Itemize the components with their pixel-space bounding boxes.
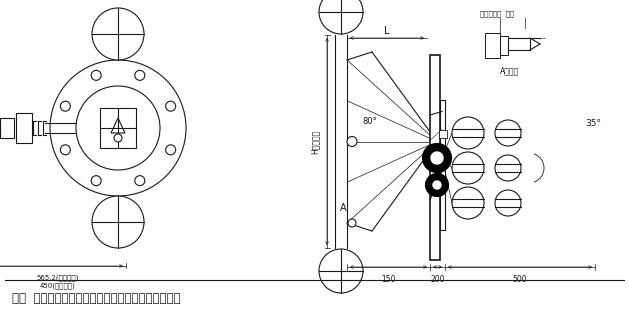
Circle shape [452,152,484,184]
Circle shape [452,187,484,219]
Circle shape [165,145,175,155]
Bar [430,55,440,260]
Text: 200: 200 [430,275,445,284]
Circle shape [50,60,186,196]
Circle shape [495,120,521,146]
Circle shape [135,176,145,186]
Circle shape [348,219,356,227]
Circle shape [165,101,175,111]
Text: L: L [384,26,390,36]
Circle shape [427,175,447,195]
Circle shape [495,155,521,181]
Circle shape [92,8,144,60]
Circle shape [91,70,101,80]
Text: 35°: 35° [585,118,601,127]
Text: A: A [340,203,347,213]
Circle shape [114,134,122,142]
Text: 500: 500 [513,275,527,284]
Circle shape [91,176,101,186]
Circle shape [60,101,70,111]
Text: A部放大: A部放大 [501,66,520,75]
Circle shape [424,145,450,171]
Circle shape [347,137,357,146]
Bar [16,113,32,143]
Text: 150: 150 [381,275,396,284]
Circle shape [76,86,160,170]
Circle shape [431,152,443,164]
Circle shape [92,196,144,248]
Text: 565.2(带基角片): 565.2(带基角片) [37,274,79,281]
Circle shape [452,117,484,149]
Text: 滑行导杆套  端径: 滑行导杆套 端径 [480,10,515,17]
Bar [500,36,508,55]
Bar [0,118,14,138]
Circle shape [319,0,363,34]
Text: 450(无基角片): 450(无基角片) [40,282,76,289]
Bar [439,130,447,138]
Circle shape [60,145,70,155]
Circle shape [135,70,145,80]
Circle shape [319,249,363,293]
Bar [100,108,136,148]
Text: 80°: 80° [362,117,377,126]
Text: 图二  大转角型电动浮球液位变送器结构及安装尺寸图: 图二 大转角型电动浮球液位变送器结构及安装尺寸图 [12,291,181,304]
Bar [485,33,500,58]
Circle shape [433,181,441,189]
Text: H（量程）: H（量程） [311,129,320,154]
Bar [440,100,445,230]
Circle shape [495,190,521,216]
